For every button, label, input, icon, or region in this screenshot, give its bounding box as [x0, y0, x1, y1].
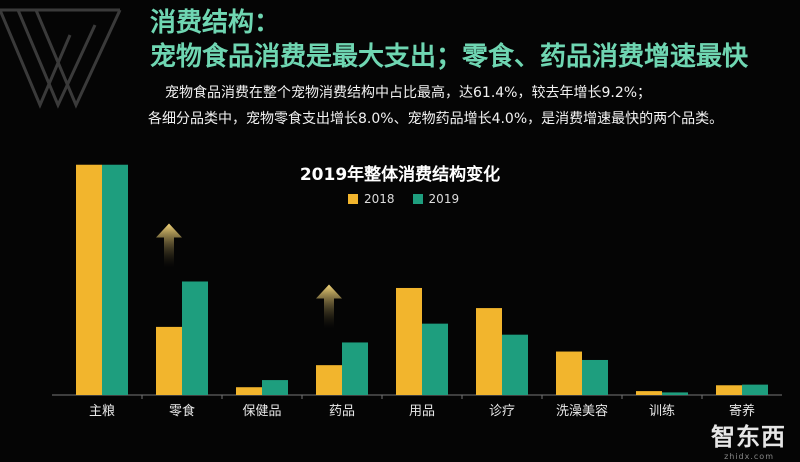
up-arrow-icon [316, 284, 342, 329]
bar-2019-寄养 [742, 384, 768, 395]
chart-legend: 2018 2019 [348, 192, 459, 206]
bar-2018-洗澡美容 [556, 351, 582, 395]
x-tick-label: 零食 [169, 403, 195, 419]
section-heading: 消费结构： [150, 8, 281, 38]
x-tick-label: 主粮 [89, 404, 115, 419]
brand-logo-subtitle: zhidx.com [724, 452, 774, 461]
summary-line-1: 宠物食品消费在整个宠物消费结构中占比最高，达61.4%，较去年增长9.2%； [165, 85, 652, 101]
brand-logo: 智东西 [711, 423, 786, 451]
x-tick-label: 洗澡美容 [556, 403, 608, 419]
bar-2019-保健品 [262, 380, 288, 395]
summary-line-2: 各细分品类中，宠物零食支出增长8.0%、宠物药品增长4.0%，是消费增速最快的两… [148, 111, 724, 127]
legend-item-2018: 2018 [348, 192, 395, 206]
bar-2019-训练 [662, 392, 688, 395]
x-tick-label: 药品 [329, 404, 355, 419]
slanted-lines-logo-icon [0, 8, 122, 109]
x-tick-label: 寄养 [729, 403, 755, 419]
x-tick-label: 训练 [649, 404, 675, 419]
bar-2019-主粮 [102, 164, 128, 395]
bar-2018-主粮 [76, 164, 102, 395]
bar-2018-寄养 [716, 385, 742, 395]
bar-2018-用品 [396, 287, 422, 395]
up-arrow-icon [156, 223, 182, 268]
x-tick-label: 诊疗 [489, 404, 515, 419]
legend-label-2019: 2019 [428, 192, 460, 206]
bar-2018-训练 [636, 391, 662, 395]
bar-2018-药品 [316, 365, 342, 395]
bar-2019-洗澡美容 [582, 359, 608, 395]
title-block: 消费结构： 宠物食品消费是最大支出；零食、药品消费增速最快 [150, 6, 748, 74]
legend-label-2018: 2018 [364, 192, 395, 206]
x-tick-label: 用品 [409, 404, 435, 419]
bar-2018-保健品 [236, 387, 262, 395]
x-tick-label: 保健品 [242, 404, 281, 419]
bar-2019-零食 [182, 281, 208, 395]
bar-2018-诊疗 [476, 308, 502, 395]
legend-swatch-2019 [412, 194, 423, 204]
bar-2018-零食 [156, 326, 182, 395]
legend-item-2019: 2019 [412, 192, 460, 206]
bar-2019-药品 [342, 342, 368, 395]
section-subheading: 宠物食品消费是最大支出；零食、药品消费增速最快 [150, 42, 749, 72]
bar-2019-诊疗 [502, 334, 528, 395]
bar-2019-用品 [422, 323, 448, 395]
legend-swatch-2018 [348, 194, 358, 204]
chart-title: 2019年整体消费结构变化 [299, 165, 501, 185]
